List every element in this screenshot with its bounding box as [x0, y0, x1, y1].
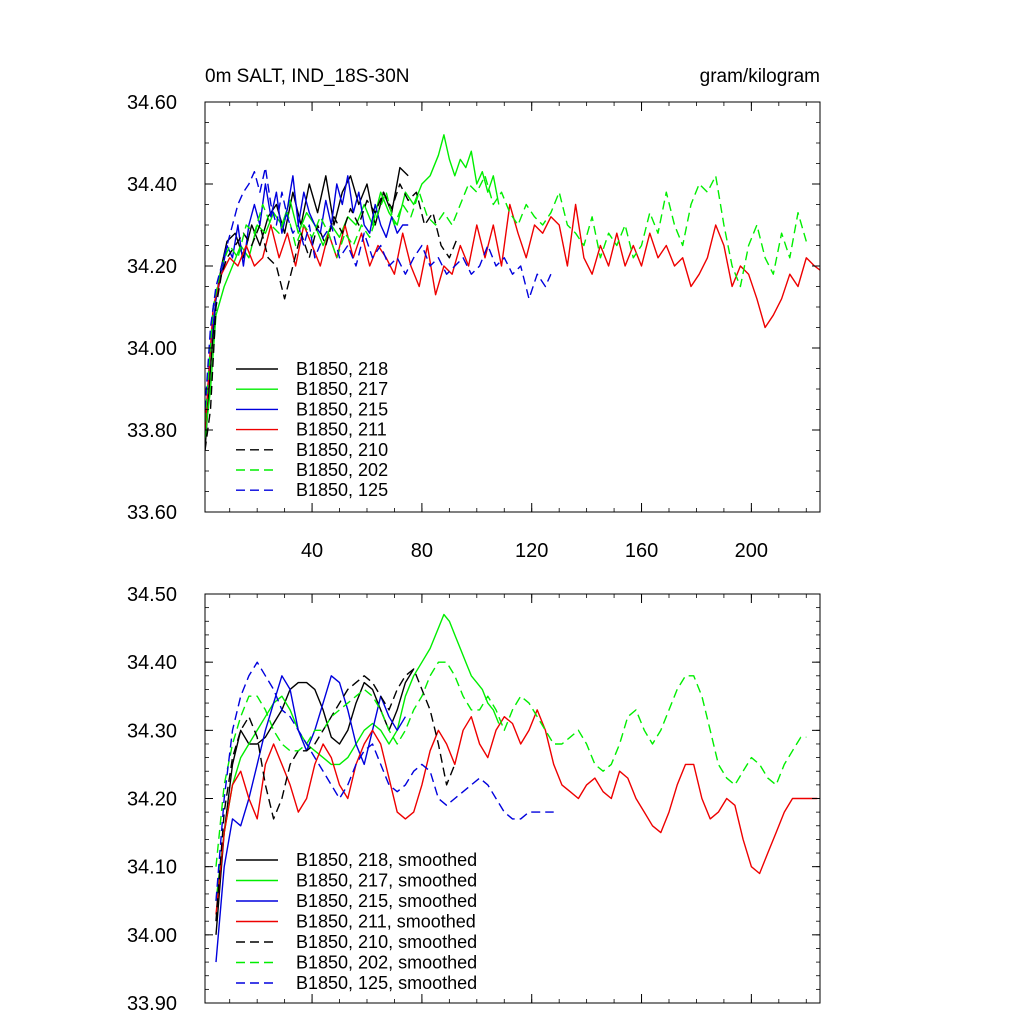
x-tick-label: 40	[301, 540, 323, 562]
panel-1-title: 0m SALT, IND_18S-30N	[205, 66, 410, 87]
panel-2-series-group	[215, 613, 818, 963]
series-line-6	[205, 175, 807, 422]
legend-label: B1850, 218	[296, 359, 388, 379]
legend-label: B1850, 215, smoothed	[296, 891, 477, 911]
legend-label: B1850, 210, smoothed	[296, 932, 477, 952]
y-tick-label: 34.10	[127, 857, 177, 879]
legend-label: B1850, 215	[296, 399, 388, 419]
y-tick-label: 34.40	[127, 174, 177, 196]
series-line-5	[215, 668, 456, 922]
y-tick-label: 33.80	[127, 420, 177, 442]
series-line-2	[205, 134, 500, 439]
y-tick-label: 34.00	[127, 925, 177, 947]
panel-1-plot: 33.60 33.80 34.00 34.20 34.40 34.60 40 80 120 160…	[127, 92, 821, 562]
y-tick-label: 34.50	[127, 584, 177, 606]
panel-1-units: gram/kilogram	[700, 66, 820, 87]
series-line-7	[205, 166, 552, 410]
y-tick-label: 33.60	[127, 502, 177, 524]
panel-2-plot: 33.90 34.00 34.10 34.20 34.30 34.40 34.50 B1850…	[127, 584, 821, 1015]
legend-label: B1850, 217, smoothed	[296, 871, 477, 891]
x-tick-label: 160	[625, 540, 658, 562]
y-tick-label: 34.20	[127, 256, 177, 278]
y-tick-label: 34.40	[127, 652, 177, 674]
y-tick-label: 34.00	[127, 338, 177, 360]
x-tick-label: 120	[515, 540, 548, 562]
legend-label: B1850, 210	[296, 440, 388, 460]
x-tick-label: 200	[735, 540, 768, 562]
legend-label: B1850, 218, smoothed	[296, 850, 477, 870]
y-tick-label: 34.20	[127, 789, 177, 811]
y-tick-label: 34.60	[127, 92, 177, 114]
y-tick-label: 34.30	[127, 720, 177, 742]
legend-label: B1850, 202, smoothed	[296, 953, 477, 973]
legend-label: B1850, 125, smoothed	[296, 973, 477, 993]
series-line-3	[215, 675, 406, 963]
series-line-5	[205, 183, 459, 451]
y-tick-label: 33.90	[127, 993, 177, 1015]
series-line-2	[215, 613, 500, 901]
legend-label: B1850, 217	[296, 379, 388, 399]
legend-label: B1850, 202	[296, 460, 388, 480]
series-line-3	[205, 175, 409, 431]
legend-label: B1850, 211, smoothed	[296, 912, 476, 932]
series-line-6	[215, 661, 807, 867]
series-line-4	[215, 709, 818, 915]
series-line-7	[215, 661, 554, 901]
legend-label: B1850, 125	[296, 480, 388, 500]
legend-label: B1850, 211	[296, 420, 387, 440]
panel-1-series-group	[205, 134, 820, 451]
x-tick-label: 80	[411, 540, 433, 562]
